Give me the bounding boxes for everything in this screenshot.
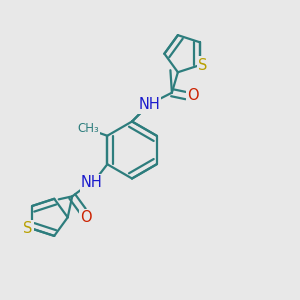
Text: S: S bbox=[23, 221, 33, 236]
Text: H: H bbox=[143, 98, 154, 112]
Text: S: S bbox=[198, 58, 207, 73]
Text: O: O bbox=[187, 88, 199, 103]
Text: O: O bbox=[80, 210, 92, 225]
Text: N: N bbox=[136, 98, 147, 112]
Text: NH: NH bbox=[139, 97, 160, 112]
Text: NH: NH bbox=[81, 175, 103, 190]
Text: CH₃: CH₃ bbox=[77, 122, 99, 135]
